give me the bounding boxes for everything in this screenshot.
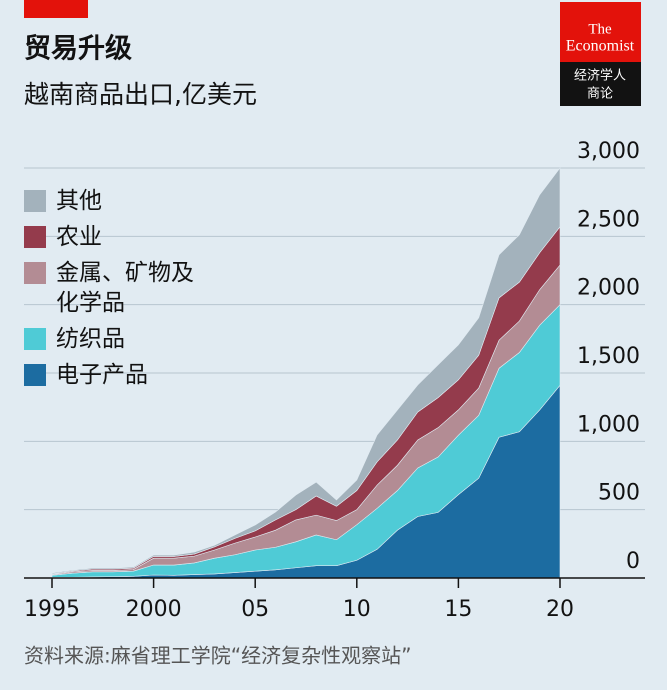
legend-label: 其他	[56, 188, 102, 214]
legend-label: 农业	[56, 224, 102, 250]
y-tick-label: 2,500	[577, 207, 640, 232]
logo-text: The	[588, 21, 612, 37]
x-tick-label: 2000	[126, 597, 182, 622]
chart-title: 贸易升级	[24, 33, 132, 65]
y-tick-label: 2,000	[577, 276, 640, 301]
x-tick-label: 1995	[24, 597, 80, 622]
area	[51, 167, 561, 575]
legend-label: 纺织品	[56, 326, 125, 352]
x-tick-label: 05	[241, 597, 269, 622]
legend-item: 电子产品	[24, 360, 224, 390]
x-tick-label: 10	[343, 597, 371, 622]
legend: 其他农业金属、矿物及化学品纺织品电子产品	[24, 186, 224, 396]
x-tick-label: 15	[444, 597, 472, 622]
y-tick-label: 0	[626, 549, 640, 574]
y-tick-label: 3,000	[577, 139, 640, 164]
legend-item: 纺织品	[24, 324, 224, 354]
legend-swatch	[24, 226, 46, 248]
y-tick-label: 500	[598, 481, 640, 506]
legend-swatch	[24, 328, 46, 350]
chart-subtitle: 越南商品出口,亿美元	[24, 80, 257, 109]
logo-text: Economist	[566, 38, 635, 55]
logo-box	[560, 2, 641, 62]
logo-text: 经济学人	[574, 68, 626, 84]
legend-label: 电子产品	[56, 362, 148, 388]
legend-label: 金属、矿物及化学品	[56, 260, 194, 316]
red-tag	[24, 0, 88, 18]
x-tick-label: 20	[546, 597, 574, 622]
y-tick-label: 1,000	[577, 412, 640, 437]
legend-swatch	[24, 190, 46, 212]
logo-text: 商论	[587, 87, 613, 102]
source: 资料来源:麻省理工学院“经济复杂性观察站”	[24, 644, 411, 668]
logo-box-cn	[560, 62, 641, 106]
legend-swatch	[24, 262, 46, 284]
legend-item: 金属、矿物及化学品	[24, 258, 224, 318]
legend-swatch	[24, 364, 46, 386]
legend-item: 农业	[24, 222, 224, 252]
legend-item: 其他	[24, 186, 224, 216]
y-tick-label: 1,500	[577, 344, 640, 369]
